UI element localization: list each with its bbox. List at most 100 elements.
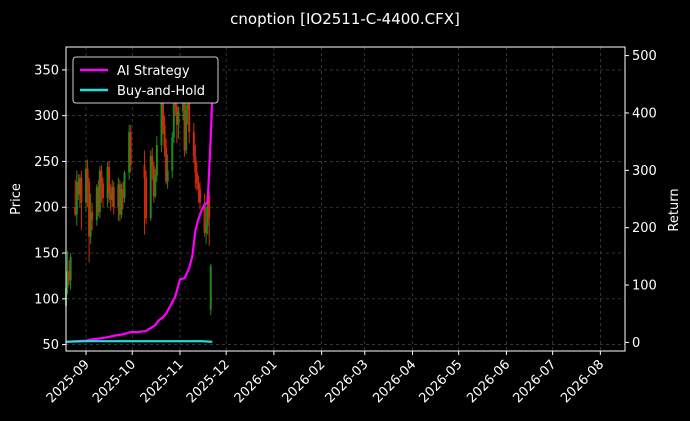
candle-body bbox=[129, 132, 132, 166]
x-tick-label: 2026-02 bbox=[279, 357, 328, 406]
y-right-tick-label: 100 bbox=[632, 279, 657, 294]
candle-body bbox=[74, 207, 77, 215]
x-tick-label: 2026-06 bbox=[464, 357, 513, 406]
candle-body bbox=[69, 256, 72, 281]
candle-body bbox=[195, 172, 198, 184]
x-tick-label: 2026-08 bbox=[558, 357, 607, 406]
x-tick-label: 2026-05 bbox=[416, 357, 465, 406]
candle-body bbox=[108, 166, 111, 194]
candle-body bbox=[192, 132, 195, 156]
y-left-tick-label: 350 bbox=[34, 63, 59, 78]
candle-body bbox=[203, 202, 206, 233]
y-left-tick-label: 50 bbox=[42, 338, 59, 353]
legend-label-ai-strategy: AI Strategy bbox=[117, 64, 190, 79]
candle-body bbox=[77, 181, 80, 195]
series-lines bbox=[65, 95, 214, 343]
candle-body bbox=[151, 155, 154, 167]
candle-body bbox=[112, 187, 115, 208]
candle-body bbox=[194, 155, 197, 173]
candle-body bbox=[165, 147, 168, 182]
series-line-buy-and-hold bbox=[65, 340, 213, 343]
candle-body bbox=[85, 168, 88, 203]
candle-body bbox=[183, 97, 186, 151]
candle-body bbox=[205, 225, 208, 233]
y-right-tick-label: 200 bbox=[632, 221, 657, 236]
y-left-tick-label: 250 bbox=[34, 155, 59, 170]
legend: AI Strategy Buy-and-Hold bbox=[72, 56, 219, 104]
x-tick-label: 2026-03 bbox=[323, 357, 372, 406]
candle-body bbox=[145, 177, 148, 219]
candle-body bbox=[143, 165, 146, 178]
candle-body bbox=[109, 193, 112, 200]
candle-body bbox=[101, 183, 104, 199]
candle-body bbox=[121, 188, 124, 199]
candle-body bbox=[155, 144, 158, 176]
y-right-tick-label: 0 bbox=[632, 336, 640, 351]
candle-body bbox=[160, 101, 163, 145]
candle-body bbox=[206, 196, 209, 226]
candle-body bbox=[89, 211, 92, 237]
candle-body bbox=[185, 110, 188, 151]
plot-frame bbox=[65, 46, 626, 352]
candle-body bbox=[120, 188, 123, 215]
x-tick-label: 2026-07 bbox=[510, 357, 559, 406]
candle-body bbox=[162, 101, 165, 125]
candle-body bbox=[123, 172, 126, 199]
candle-body bbox=[91, 211, 94, 221]
candle-body bbox=[86, 168, 89, 182]
candle-body bbox=[97, 187, 100, 212]
y-left-tick-label: 100 bbox=[34, 292, 59, 307]
x-tick-label: 2025-09 bbox=[44, 357, 93, 406]
candle-body bbox=[197, 183, 200, 189]
candle-body bbox=[171, 137, 174, 171]
candle-body bbox=[175, 106, 178, 125]
candle-body bbox=[75, 181, 78, 215]
candle-body bbox=[198, 188, 201, 203]
candle-body bbox=[66, 271, 69, 288]
candle-body bbox=[154, 175, 157, 197]
candle-body bbox=[177, 111, 180, 125]
candle-body bbox=[149, 155, 152, 219]
legend-label-buy-and-hold: Buy-and-Hold bbox=[117, 84, 205, 99]
candle-body bbox=[209, 265, 212, 310]
candle-body bbox=[166, 170, 169, 182]
candle-body bbox=[172, 88, 175, 138]
candle-body bbox=[152, 166, 155, 197]
series-line-ai-strategy bbox=[65, 95, 214, 343]
y-right-tick-label: 400 bbox=[632, 106, 657, 121]
y-left-tick-label: 200 bbox=[34, 201, 59, 216]
candle-body bbox=[182, 97, 185, 112]
candle-body bbox=[95, 187, 98, 221]
x-tick-label: 2025-10 bbox=[90, 357, 139, 406]
y-right-tick-label: 500 bbox=[632, 49, 657, 64]
y-left-tick-label: 150 bbox=[34, 247, 59, 262]
legend-box bbox=[72, 56, 219, 104]
candle-body bbox=[163, 124, 166, 148]
x-axis: 2025-092025-102025-112025-122026-012026-… bbox=[44, 351, 607, 406]
candle-body bbox=[188, 99, 191, 133]
y-right-tick-label: 300 bbox=[632, 164, 657, 179]
y-right-label: Return bbox=[667, 188, 682, 231]
candle-body bbox=[111, 187, 114, 200]
y-left-label: Price bbox=[9, 183, 24, 215]
chart-title: cnoption [IO2511-C-4400.CFX] bbox=[230, 10, 460, 28]
candle-body bbox=[128, 132, 131, 173]
candle-body bbox=[208, 196, 211, 219]
candle-body bbox=[118, 184, 121, 215]
x-tick-label: 2026-01 bbox=[232, 357, 281, 406]
candle-body bbox=[68, 271, 71, 281]
candles bbox=[65, 68, 212, 316]
candle-body bbox=[78, 177, 81, 195]
y-left-tick-label: 300 bbox=[34, 109, 59, 124]
candle-body bbox=[117, 184, 120, 208]
candle-body bbox=[186, 99, 189, 111]
candle-body bbox=[98, 170, 101, 212]
candle-body bbox=[88, 181, 91, 237]
x-tick-label: 2025-11 bbox=[138, 357, 187, 406]
y-right-axis: 0 100 200 300 400 500 bbox=[625, 49, 657, 351]
x-tick-label: 2026-04 bbox=[370, 357, 419, 406]
y-left-axis: 50 100 150 200 250 300 350 bbox=[34, 63, 66, 353]
candle-body bbox=[100, 170, 103, 184]
candle-body bbox=[80, 177, 83, 203]
